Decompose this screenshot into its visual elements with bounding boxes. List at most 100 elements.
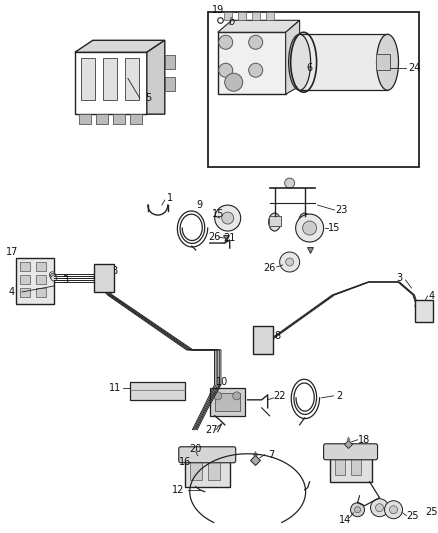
Circle shape xyxy=(286,258,293,266)
Bar xyxy=(330,452,371,482)
Circle shape xyxy=(285,178,295,188)
Text: 25: 25 xyxy=(425,507,438,516)
Bar xyxy=(252,12,260,20)
Text: 22: 22 xyxy=(273,391,286,401)
Text: b: b xyxy=(229,17,235,27)
Bar xyxy=(165,77,175,91)
Bar xyxy=(75,52,147,114)
Ellipse shape xyxy=(299,213,311,231)
Bar xyxy=(130,114,142,124)
Text: 10: 10 xyxy=(215,377,228,387)
Bar xyxy=(125,58,139,100)
Bar xyxy=(79,114,91,124)
Circle shape xyxy=(249,63,263,77)
Ellipse shape xyxy=(289,34,311,90)
Circle shape xyxy=(355,507,360,513)
Text: 25: 25 xyxy=(406,511,419,521)
Text: 14: 14 xyxy=(339,515,351,524)
Text: 26: 26 xyxy=(264,263,276,273)
Circle shape xyxy=(385,500,403,519)
Bar xyxy=(238,12,246,20)
Circle shape xyxy=(375,504,384,512)
Circle shape xyxy=(51,275,57,281)
Circle shape xyxy=(225,73,243,91)
Circle shape xyxy=(215,205,241,231)
Text: 17: 17 xyxy=(6,247,18,257)
Bar xyxy=(130,382,185,400)
Text: 8: 8 xyxy=(112,266,118,276)
Text: 24: 24 xyxy=(408,63,420,73)
Bar xyxy=(16,258,54,304)
Text: 4: 4 xyxy=(428,291,434,301)
Bar xyxy=(20,288,30,297)
Text: 8: 8 xyxy=(275,331,281,341)
Polygon shape xyxy=(147,41,165,114)
Bar xyxy=(113,114,125,124)
Text: 1: 1 xyxy=(167,193,173,203)
Text: 18: 18 xyxy=(358,435,371,445)
Text: 6: 6 xyxy=(307,63,313,73)
Circle shape xyxy=(249,35,263,49)
Circle shape xyxy=(350,503,364,516)
Circle shape xyxy=(417,307,423,313)
Text: 2: 2 xyxy=(336,391,343,401)
Circle shape xyxy=(219,35,233,49)
Text: 4: 4 xyxy=(9,287,15,297)
Circle shape xyxy=(371,499,389,516)
Polygon shape xyxy=(75,41,165,52)
Text: 16: 16 xyxy=(179,457,191,467)
Circle shape xyxy=(416,305,422,311)
FancyBboxPatch shape xyxy=(179,447,236,463)
Text: 23: 23 xyxy=(336,205,348,215)
Text: 5: 5 xyxy=(145,93,151,103)
Bar xyxy=(218,33,286,94)
Text: 12: 12 xyxy=(172,484,184,495)
Bar xyxy=(335,457,345,475)
Text: 15: 15 xyxy=(212,209,224,219)
Bar xyxy=(185,455,230,487)
Circle shape xyxy=(389,506,398,514)
Circle shape xyxy=(303,221,317,235)
Bar xyxy=(36,288,46,297)
FancyBboxPatch shape xyxy=(324,444,378,460)
Bar xyxy=(208,460,220,480)
Bar xyxy=(375,54,389,70)
Bar xyxy=(36,262,46,271)
Text: 3: 3 xyxy=(62,275,68,285)
Text: 15: 15 xyxy=(328,223,341,233)
Text: 19: 19 xyxy=(212,5,224,15)
Bar xyxy=(210,388,245,416)
Text: 21: 21 xyxy=(223,233,236,243)
Circle shape xyxy=(222,212,234,224)
Circle shape xyxy=(279,252,300,272)
Bar xyxy=(299,216,311,226)
Bar xyxy=(190,460,202,480)
Polygon shape xyxy=(286,20,300,94)
Circle shape xyxy=(49,272,55,278)
Text: 11: 11 xyxy=(109,383,121,393)
Text: 27: 27 xyxy=(205,425,218,435)
Bar xyxy=(165,55,175,69)
Circle shape xyxy=(296,214,324,242)
Bar xyxy=(20,275,30,284)
Bar xyxy=(350,457,360,475)
Bar xyxy=(20,262,30,271)
Bar xyxy=(94,264,114,292)
Polygon shape xyxy=(218,20,300,33)
Text: 3: 3 xyxy=(396,273,403,283)
Text: 26: 26 xyxy=(208,232,221,242)
Bar xyxy=(96,114,108,124)
Bar xyxy=(208,12,420,167)
Bar xyxy=(81,58,95,100)
Bar xyxy=(253,326,273,354)
Bar xyxy=(36,275,46,284)
Circle shape xyxy=(415,303,421,309)
Circle shape xyxy=(219,63,233,77)
Circle shape xyxy=(233,392,241,400)
Bar xyxy=(266,12,274,20)
Bar xyxy=(215,393,240,411)
Text: 20: 20 xyxy=(190,444,202,454)
Bar xyxy=(224,12,232,20)
Bar xyxy=(300,34,388,90)
Circle shape xyxy=(50,273,56,279)
